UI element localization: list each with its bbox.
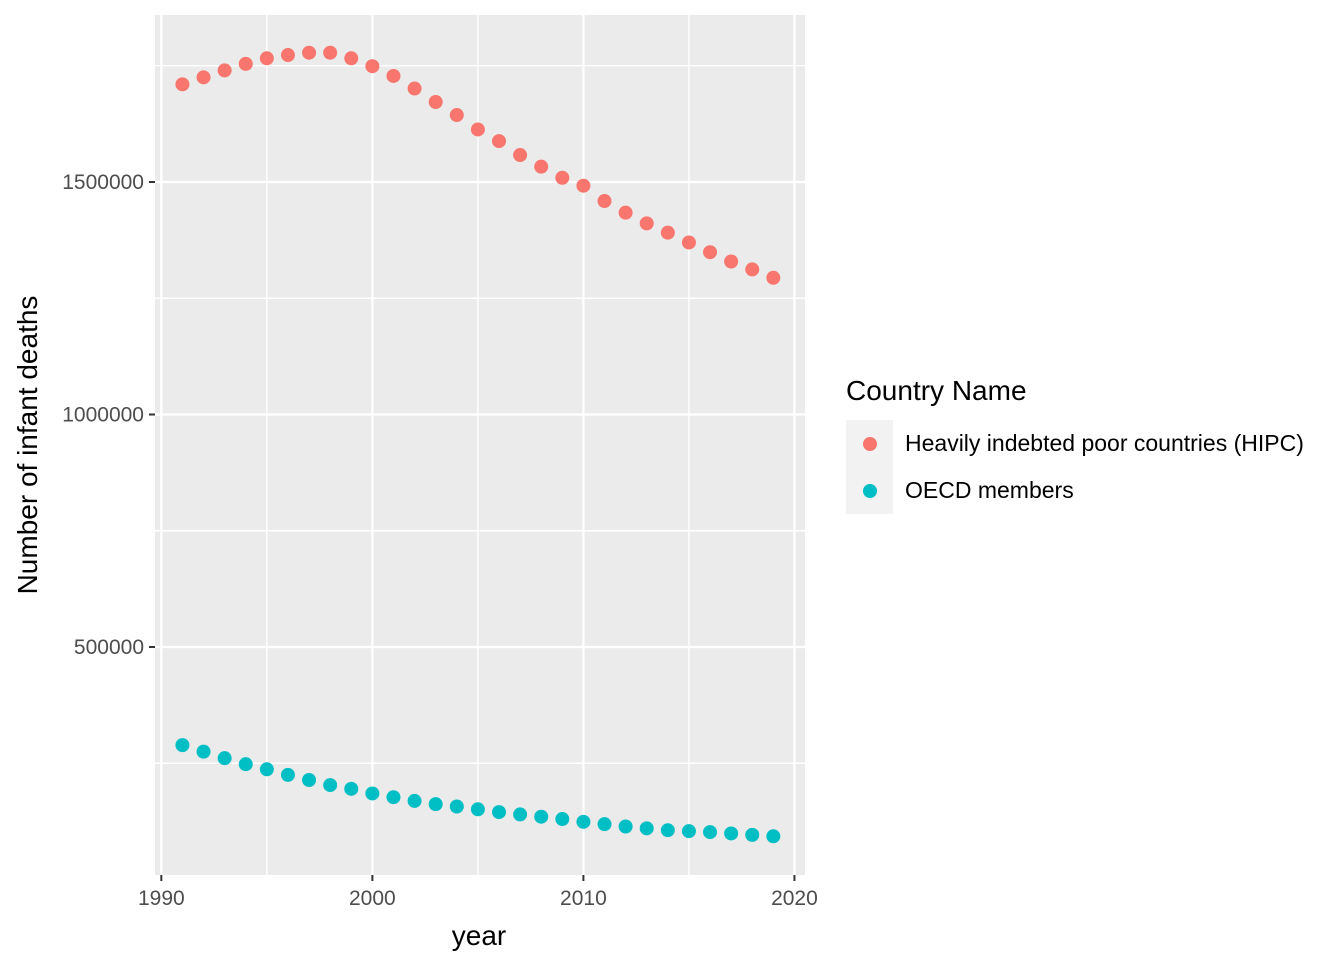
- data-point: [428, 95, 443, 110]
- data-point: [449, 799, 464, 814]
- data-point: [175, 738, 190, 753]
- data-point: [513, 807, 528, 822]
- legend-item-hipc: Heavily indebted poor countries (HIPC): [846, 420, 1304, 467]
- data-point: [681, 235, 696, 250]
- y-tick-label: 1000000: [62, 403, 144, 426]
- data-point: [766, 270, 781, 285]
- data-point: [302, 45, 317, 60]
- plot-panel: [155, 15, 805, 875]
- data-point: [238, 56, 253, 71]
- hipc-point-icon: [862, 436, 877, 451]
- data-point: [196, 744, 211, 759]
- data-point: [491, 805, 506, 820]
- data-point: [323, 45, 338, 60]
- data-point: [323, 778, 338, 793]
- x-tick-label: 2010: [560, 887, 607, 910]
- data-point: [491, 134, 506, 149]
- data-point: [597, 817, 612, 832]
- data-point: [238, 757, 253, 772]
- legend-item-oecd: OECD members: [846, 467, 1304, 514]
- data-point: [344, 51, 359, 66]
- data-point: [513, 148, 528, 163]
- data-point: [703, 825, 718, 840]
- data-point: [280, 767, 295, 782]
- data-point: [259, 762, 274, 777]
- data-point: [576, 178, 591, 193]
- data-point: [470, 122, 485, 137]
- y-tick-label: 500000: [74, 636, 144, 659]
- data-point: [639, 216, 654, 231]
- data-point: [302, 772, 317, 787]
- legend-item-label: Heavily indebted poor countries (HIPC): [905, 430, 1304, 456]
- data-point: [618, 819, 633, 834]
- legend-item-label: OECD members: [905, 477, 1074, 503]
- data-point: [175, 77, 190, 92]
- legend: Country Name Heavily indebted poor count…: [846, 374, 1304, 514]
- data-point: [576, 814, 591, 829]
- data-point: [344, 781, 359, 796]
- data-point: [407, 793, 422, 808]
- data-point: [428, 797, 443, 812]
- data-point: [449, 108, 464, 123]
- data-point: [365, 59, 380, 74]
- data-point: [280, 48, 295, 63]
- x-axis-title: year: [451, 920, 507, 951]
- data-point: [386, 790, 401, 805]
- data-point: [555, 812, 570, 827]
- data-point: [470, 802, 485, 817]
- data-point: [597, 194, 612, 209]
- x-tick-label: 2000: [349, 887, 396, 910]
- data-point: [196, 70, 211, 85]
- data-point: [660, 225, 675, 240]
- data-point: [259, 51, 274, 66]
- data-point: [217, 751, 232, 766]
- x-tick-label: 2020: [771, 887, 818, 910]
- data-point: [639, 821, 654, 836]
- oecd-point-icon: [862, 483, 877, 498]
- y-axis-title: Number of infant deaths: [12, 295, 43, 595]
- data-point: [745, 262, 760, 277]
- legend-key: [846, 467, 893, 514]
- data-point: [660, 823, 675, 838]
- data-point: [386, 68, 401, 83]
- data-point: [724, 826, 739, 841]
- data-point: [618, 205, 633, 220]
- data-point: [745, 827, 760, 842]
- data-point: [703, 245, 718, 260]
- legend-key: [846, 420, 893, 467]
- data-point: [407, 81, 422, 96]
- data-point: [681, 824, 696, 839]
- data-point: [365, 786, 380, 801]
- data-point: [766, 829, 781, 844]
- data-point: [217, 63, 232, 78]
- legend-title: Country Name: [846, 375, 1027, 406]
- data-point: [724, 254, 739, 269]
- data-point: [534, 159, 549, 174]
- x-tick-label: 1990: [138, 887, 185, 910]
- data-point: [534, 809, 549, 824]
- y-tick-label: 1500000: [62, 171, 144, 194]
- data-point: [555, 170, 570, 185]
